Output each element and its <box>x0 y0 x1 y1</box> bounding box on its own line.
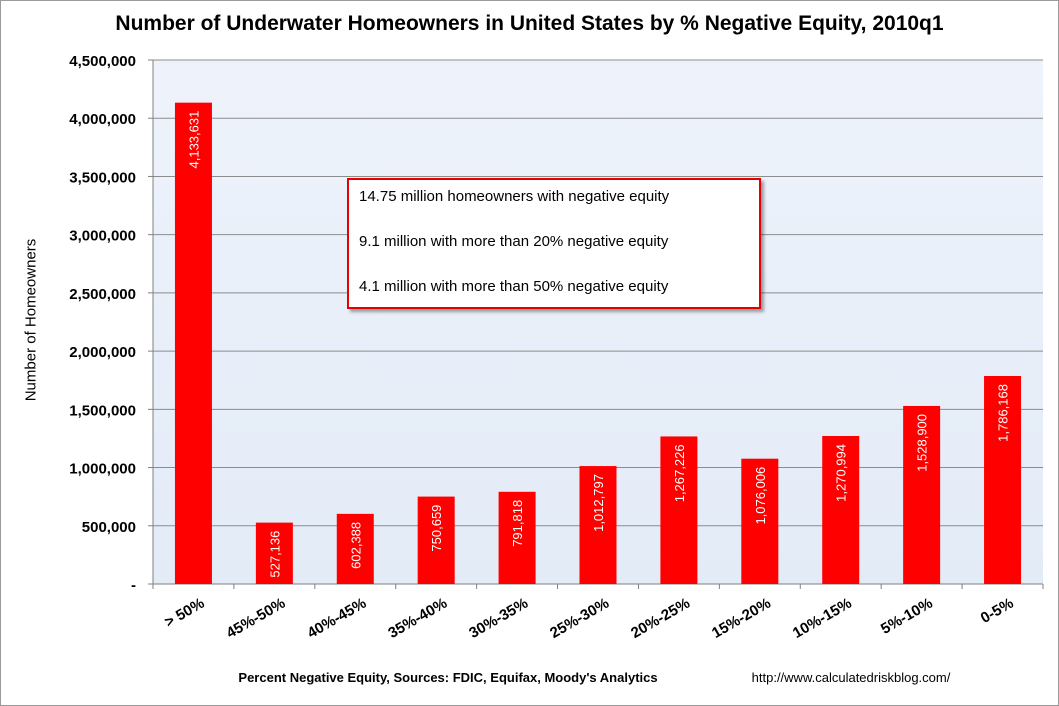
bar-value-label: 750,659 <box>429 505 444 552</box>
y-tick-label: 1,000,000 <box>69 461 136 478</box>
bar-value-label: 527,136 <box>267 531 282 578</box>
y-tick-label: 1,500,000 <box>69 402 136 419</box>
bar <box>984 376 1022 584</box>
x-tick-label: 25%-30% <box>547 595 612 642</box>
y-tick-labels: - 500,000 1,000,000 1,500,000 2,000,000 2,500… <box>69 53 136 594</box>
y-axis-label: Number of Homeowners <box>22 238 40 402</box>
chart-title: Number of Underwater Homeowners in Unite… <box>115 12 944 35</box>
annotation-line: 4.1 million with more than 50% negative … <box>359 278 669 295</box>
bar <box>417 496 455 584</box>
x-tick-labels: > 50% 45%-50% 40%-45% 35%-40% 30%-35% 25%-30%… <box>162 595 1017 642</box>
bar-value-label: 1,528,900 <box>915 414 930 472</box>
annotation-line: 9.1 million with more than 20% negative … <box>359 233 669 250</box>
data-labels: 4,133,631 527,136 602,388 750,659 791,818 1,0… <box>186 111 1010 578</box>
bar-value-label: 1,270,994 <box>834 444 849 502</box>
bar-value-label: 1,012,797 <box>591 474 606 532</box>
bar-value-label: 602,388 <box>348 522 363 569</box>
bar-value-label: 1,076,006 <box>753 467 768 525</box>
bar-value-label: 4,133,631 <box>186 111 201 169</box>
x-tick-label: 40%-45% <box>304 595 369 642</box>
annotation-box: 14.75 million homeowners with negative e… <box>347 178 761 309</box>
source-url: http://www.calculatedriskblog.com/ <box>751 670 951 685</box>
x-tick-label: 5%-10% <box>878 595 936 638</box>
x-tick-label: 20%-25% <box>628 595 693 642</box>
y-tick-label: 500,000 <box>82 519 136 536</box>
bar <box>903 405 941 584</box>
bar <box>579 466 617 584</box>
bar <box>741 458 779 584</box>
annotation-line: 14.75 million homeowners with negative e… <box>359 188 670 205</box>
x-tick-label: 30%-35% <box>466 595 531 642</box>
bar <box>255 522 293 584</box>
x-tick-label: 45%-50% <box>224 595 289 642</box>
y-tick-label: 3,000,000 <box>69 228 136 245</box>
x-tick-label: > 50% <box>162 595 208 631</box>
bar <box>336 513 374 584</box>
bar-value-label: 1,267,226 <box>672 444 687 502</box>
bar-value-label: 791,818 <box>510 500 525 547</box>
x-axis-label: Percent Negative Equity, Sources: FDIC, … <box>238 670 658 685</box>
bar <box>498 491 536 584</box>
y-tick-label: - <box>131 577 136 594</box>
y-tick-label: 4,000,000 <box>69 111 136 128</box>
bar <box>174 102 212 585</box>
y-tick-label: 2,500,000 <box>69 286 136 303</box>
x-tick-label: 10%-15% <box>790 595 855 642</box>
bar-value-label: 1,786,168 <box>996 384 1011 442</box>
x-tick-label: 0-5% <box>978 595 1017 627</box>
bar <box>822 435 860 584</box>
y-tick-label: 3,500,000 <box>69 169 136 186</box>
x-tick-label: 15%-20% <box>709 595 774 642</box>
bars <box>174 102 1022 585</box>
bar <box>660 436 698 584</box>
y-tick-label: 2,000,000 <box>69 344 136 361</box>
x-tick-label: 35%-40% <box>385 595 450 642</box>
y-tick-label: 4,500,000 <box>69 53 136 70</box>
